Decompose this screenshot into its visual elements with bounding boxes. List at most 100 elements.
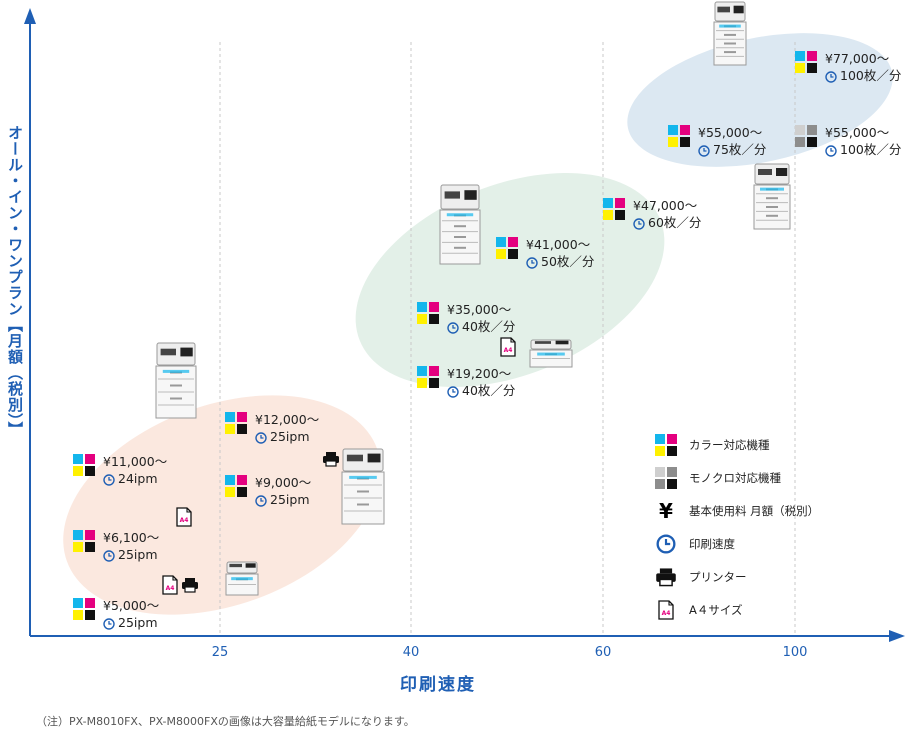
- x-tick-label: 60: [594, 645, 612, 660]
- color-swatch-icon: [73, 454, 95, 476]
- legend-label: 基本使用料 月額（税別）: [689, 503, 820, 518]
- ellipse-mid-tier: [355, 173, 665, 387]
- svg-text:A4: A4: [662, 610, 671, 617]
- data-point: ¥12,000〜 25ipm: [225, 411, 319, 445]
- mono-swatch-icon: [795, 125, 817, 147]
- printer-icon: [322, 451, 340, 471]
- point-speed: 40枚／分: [447, 382, 515, 399]
- color-swatch-icon: [73, 530, 95, 552]
- point-price: ¥55,000〜: [825, 125, 890, 140]
- clock-icon: [655, 533, 677, 555]
- legend-label: プリンター: [689, 569, 747, 584]
- point-price: ¥9,000〜: [255, 475, 312, 490]
- color-swatch-icon: [668, 125, 690, 147]
- point-speed: 100枚／分: [825, 141, 901, 158]
- color-swatch-icon: [496, 237, 518, 259]
- yen-icon: ¥: [659, 498, 673, 523]
- mono-swatch-icon: [655, 467, 677, 489]
- legend-label: モノクロ対応機種: [689, 470, 781, 485]
- color-swatch-icon: [795, 51, 817, 73]
- y-axis-arrow: [24, 8, 36, 24]
- color-swatch-icon: [655, 434, 677, 456]
- data-point: ¥5,000〜 25ipm: [73, 597, 159, 631]
- printer-device-image: [712, 0, 748, 72]
- printer-device-image: [528, 338, 574, 374]
- point-speed: 50枚／分: [526, 253, 594, 270]
- point-price: ¥77,000〜: [825, 51, 890, 66]
- y-axis-label: オール・イン・ワンプラン【月額（税別）】: [6, 125, 24, 438]
- a4-icon: A4: [176, 507, 192, 531]
- point-price: ¥47,000〜: [633, 198, 698, 213]
- point-price: ¥5,000〜: [103, 598, 160, 613]
- legend-item: モノクロ対応機種: [655, 461, 819, 494]
- point-speed: 24ipm: [103, 470, 167, 487]
- point-price: ¥41,000〜: [526, 237, 591, 252]
- data-point: ¥9,000〜 25ipm: [225, 474, 311, 508]
- legend-item: ¥ 基本使用料 月額（税別）: [655, 494, 819, 527]
- clock-icon: [103, 473, 115, 486]
- printer-device-image: [224, 560, 260, 602]
- color-swatch-icon: [73, 598, 95, 620]
- printer-device-image: [340, 447, 386, 531]
- data-point: ¥11,000〜 24ipm: [73, 453, 167, 487]
- legend-item: カラー対応機種: [655, 428, 819, 461]
- point-speed: 25ipm: [255, 491, 311, 508]
- clock-icon: [633, 217, 645, 230]
- a4-icon: A4: [162, 575, 178, 599]
- legend: カラー対応機種 モノクロ対応機種 ¥ 基本使用料 月額（税別） 印刷速度 プリンター A4 A…: [655, 428, 819, 626]
- printer-device-image: [154, 341, 198, 425]
- color-swatch-icon: [225, 475, 247, 497]
- ellipse-low-tier: [63, 395, 381, 615]
- clock-icon: [526, 256, 538, 269]
- svg-text:A4: A4: [166, 585, 175, 592]
- data-point: ¥41,000〜 50枚／分: [496, 236, 594, 270]
- clock-icon: [698, 144, 710, 157]
- x-tick-label: 100: [782, 645, 808, 660]
- point-speed: 40枚／分: [447, 318, 515, 335]
- color-swatch-icon: [655, 434, 677, 456]
- data-point: ¥19,200〜 40枚／分: [417, 365, 515, 399]
- point-speed: 25ipm: [255, 428, 319, 445]
- legend-item: A4 A４サイズ: [655, 593, 819, 626]
- data-point: ¥55,000〜 75枚／分: [668, 124, 766, 158]
- svg-text:A4: A4: [504, 347, 513, 354]
- clock-icon: [255, 494, 267, 507]
- point-price: ¥11,000〜: [103, 454, 168, 469]
- legend-label: カラー対応機種: [689, 437, 770, 452]
- data-point: ¥55,000〜 100枚／分: [795, 124, 901, 158]
- point-price: ¥12,000〜: [255, 412, 320, 427]
- data-point: ¥47,000〜 60枚／分: [603, 197, 701, 231]
- point-price: ¥6,100〜: [103, 530, 160, 545]
- printer-icon: [655, 566, 677, 588]
- legend-item: 印刷速度: [655, 527, 819, 560]
- point-speed: 75枚／分: [698, 141, 766, 158]
- clock-icon: [447, 321, 459, 334]
- point-price: ¥55,000〜: [698, 125, 763, 140]
- clock-icon: [103, 549, 115, 562]
- footnote: （注）PX-M8010FX、PX-M8000FXの画像は大容量給紙モデルになりま…: [36, 715, 415, 728]
- point-price: ¥19,200〜: [447, 366, 512, 381]
- ellipse-high-tier: [627, 33, 893, 167]
- mono-swatch-icon: [655, 467, 677, 489]
- clock-icon: [255, 431, 267, 444]
- point-speed: 100枚／分: [825, 67, 901, 84]
- x-tick-label: 25: [211, 645, 229, 660]
- a4-icon: A4: [655, 599, 677, 621]
- clock-icon: [103, 617, 115, 630]
- data-point: ¥77,000〜 100枚／分: [795, 50, 901, 84]
- point-speed: 60枚／分: [633, 214, 701, 231]
- point-speed: 25ipm: [103, 546, 159, 563]
- point-price: ¥35,000〜: [447, 302, 512, 317]
- legend-label: A４サイズ: [689, 602, 743, 617]
- clock-icon: [447, 385, 459, 398]
- clock-icon: [825, 144, 837, 157]
- color-swatch-icon: [603, 198, 625, 220]
- legend-item: プリンター: [655, 560, 819, 593]
- clock-icon: [825, 70, 837, 83]
- x-axis-label: 印刷速度: [400, 675, 476, 695]
- printer-icon: [181, 577, 199, 597]
- data-point: ¥35,000〜 40枚／分: [417, 301, 515, 335]
- point-speed: 25ipm: [103, 614, 159, 631]
- gridlines: [219, 42, 796, 634]
